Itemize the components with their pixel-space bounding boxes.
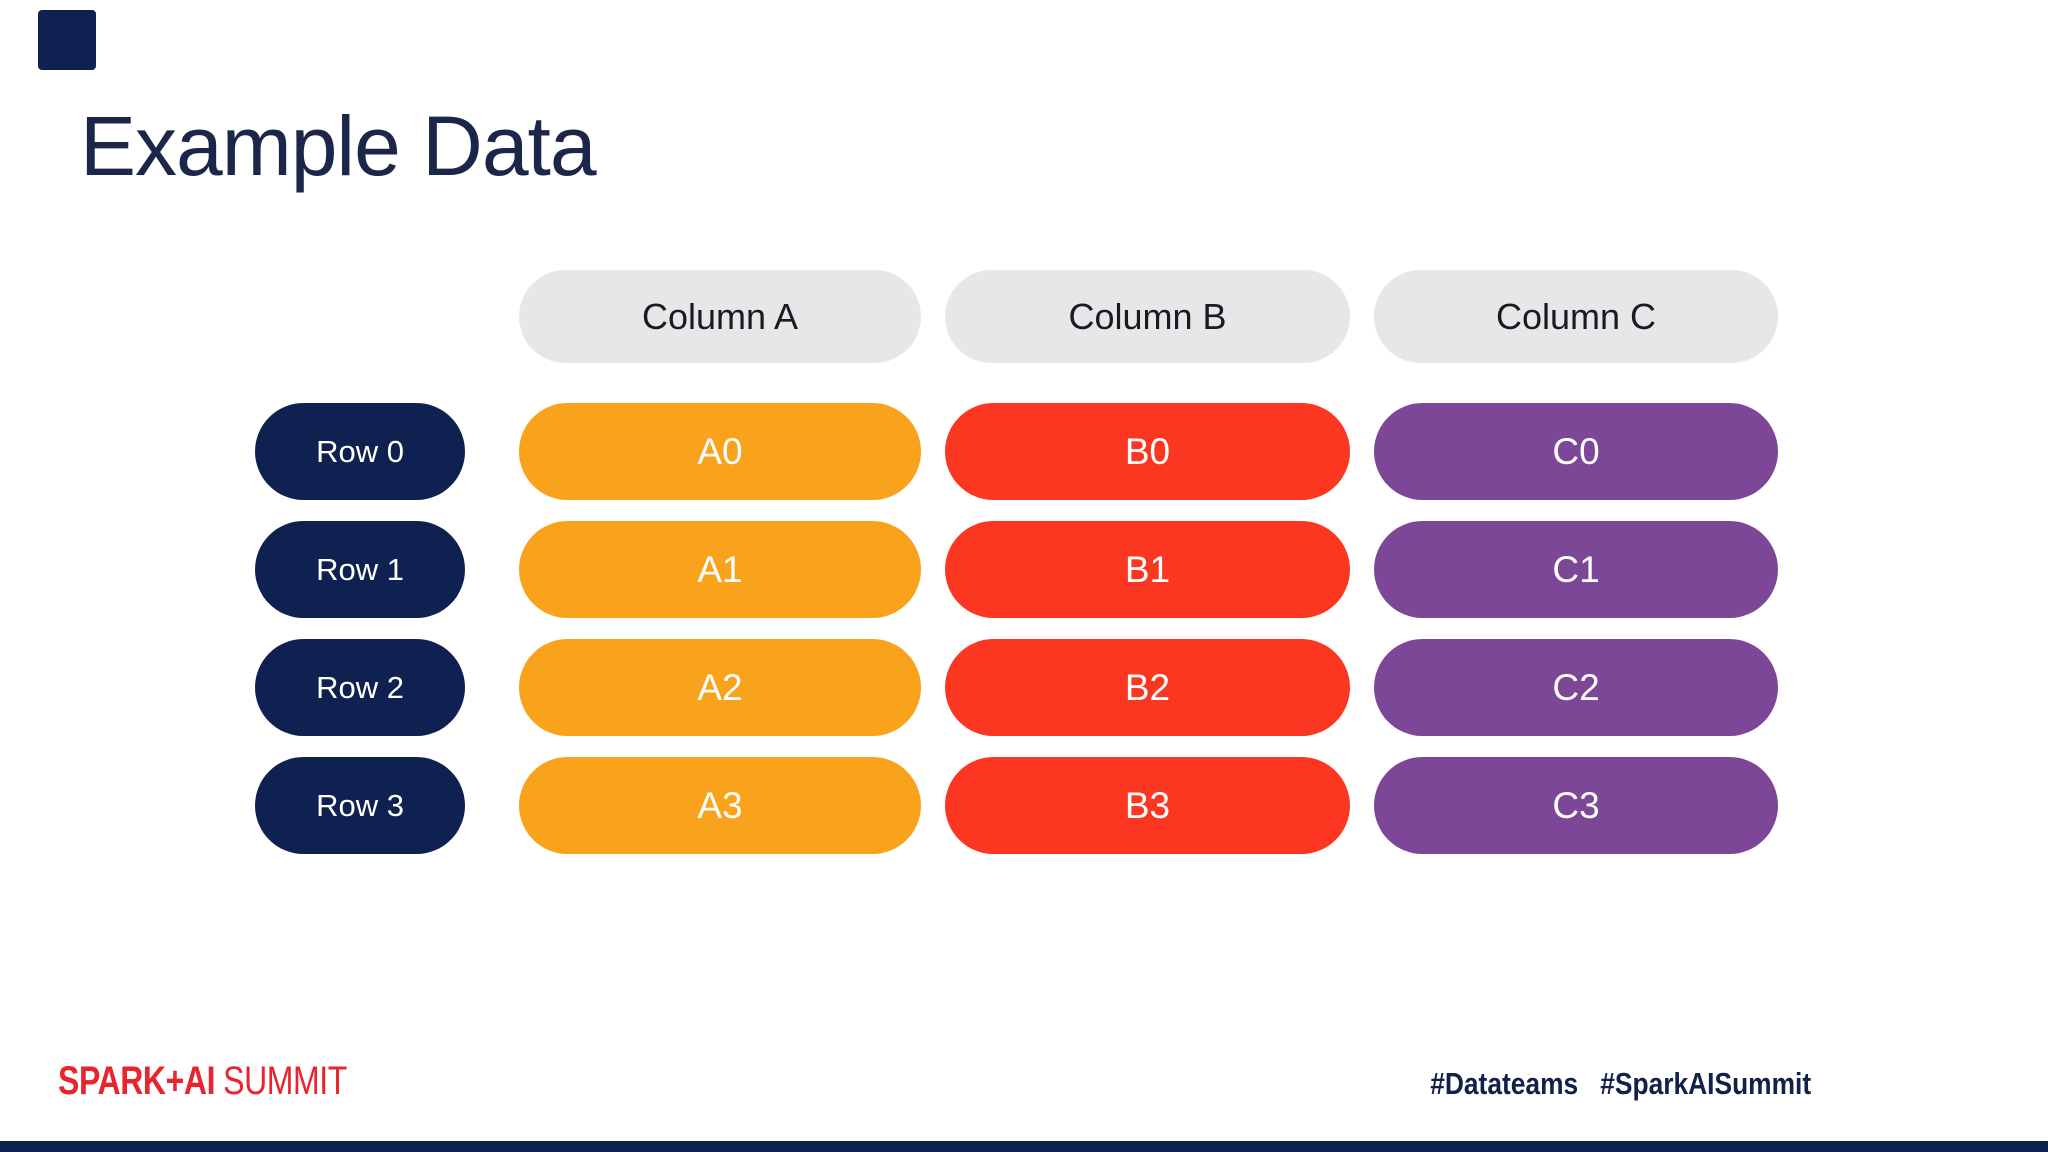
column-header-pill: Column C xyxy=(1374,270,1778,363)
hashtag: #SparkAISummit xyxy=(1600,1066,1811,1101)
bottom-bar xyxy=(0,1141,2048,1152)
column-header-pill: Column A xyxy=(519,270,921,363)
data-cell-pill: B3 xyxy=(945,757,1350,854)
data-cell-pill: C1 xyxy=(1374,521,1778,618)
data-cell-pill: B2 xyxy=(945,639,1350,736)
footer-hashtags: #Datateams #SparkAISummit xyxy=(1430,1066,1811,1102)
page-title: Example Data xyxy=(80,99,597,193)
event-logo-primary: SPARK+AI xyxy=(58,1059,216,1103)
data-cell-pill: A1 xyxy=(519,521,921,618)
row-label-pill: Row 3 xyxy=(255,757,465,854)
column-header-pill: Column B xyxy=(945,270,1350,363)
row-label-pill: Row 0 xyxy=(255,403,465,500)
data-cell-pill: C2 xyxy=(1374,639,1778,736)
hashtag: #Datateams xyxy=(1430,1066,1579,1101)
corner-accent xyxy=(38,10,96,70)
event-logo-secondary: SUMMIT xyxy=(223,1059,347,1103)
data-cell-pill: B0 xyxy=(945,403,1350,500)
data-grid: Column A Column B Column C Row 0 A0 B0 C0 Row 1… xyxy=(255,270,1778,854)
data-cell-pill: A0 xyxy=(519,403,921,500)
row-label-pill: Row 1 xyxy=(255,521,465,618)
event-logo: SPARK+AI SUMMIT xyxy=(58,1059,347,1104)
data-cell-pill: A2 xyxy=(519,639,921,736)
data-cell-pill: C0 xyxy=(1374,403,1778,500)
data-cell-pill: A3 xyxy=(519,757,921,854)
data-cell-pill: C3 xyxy=(1374,757,1778,854)
grid-corner-spacer xyxy=(255,270,495,382)
data-cell-pill: B1 xyxy=(945,521,1350,618)
row-label-pill: Row 2 xyxy=(255,639,465,736)
